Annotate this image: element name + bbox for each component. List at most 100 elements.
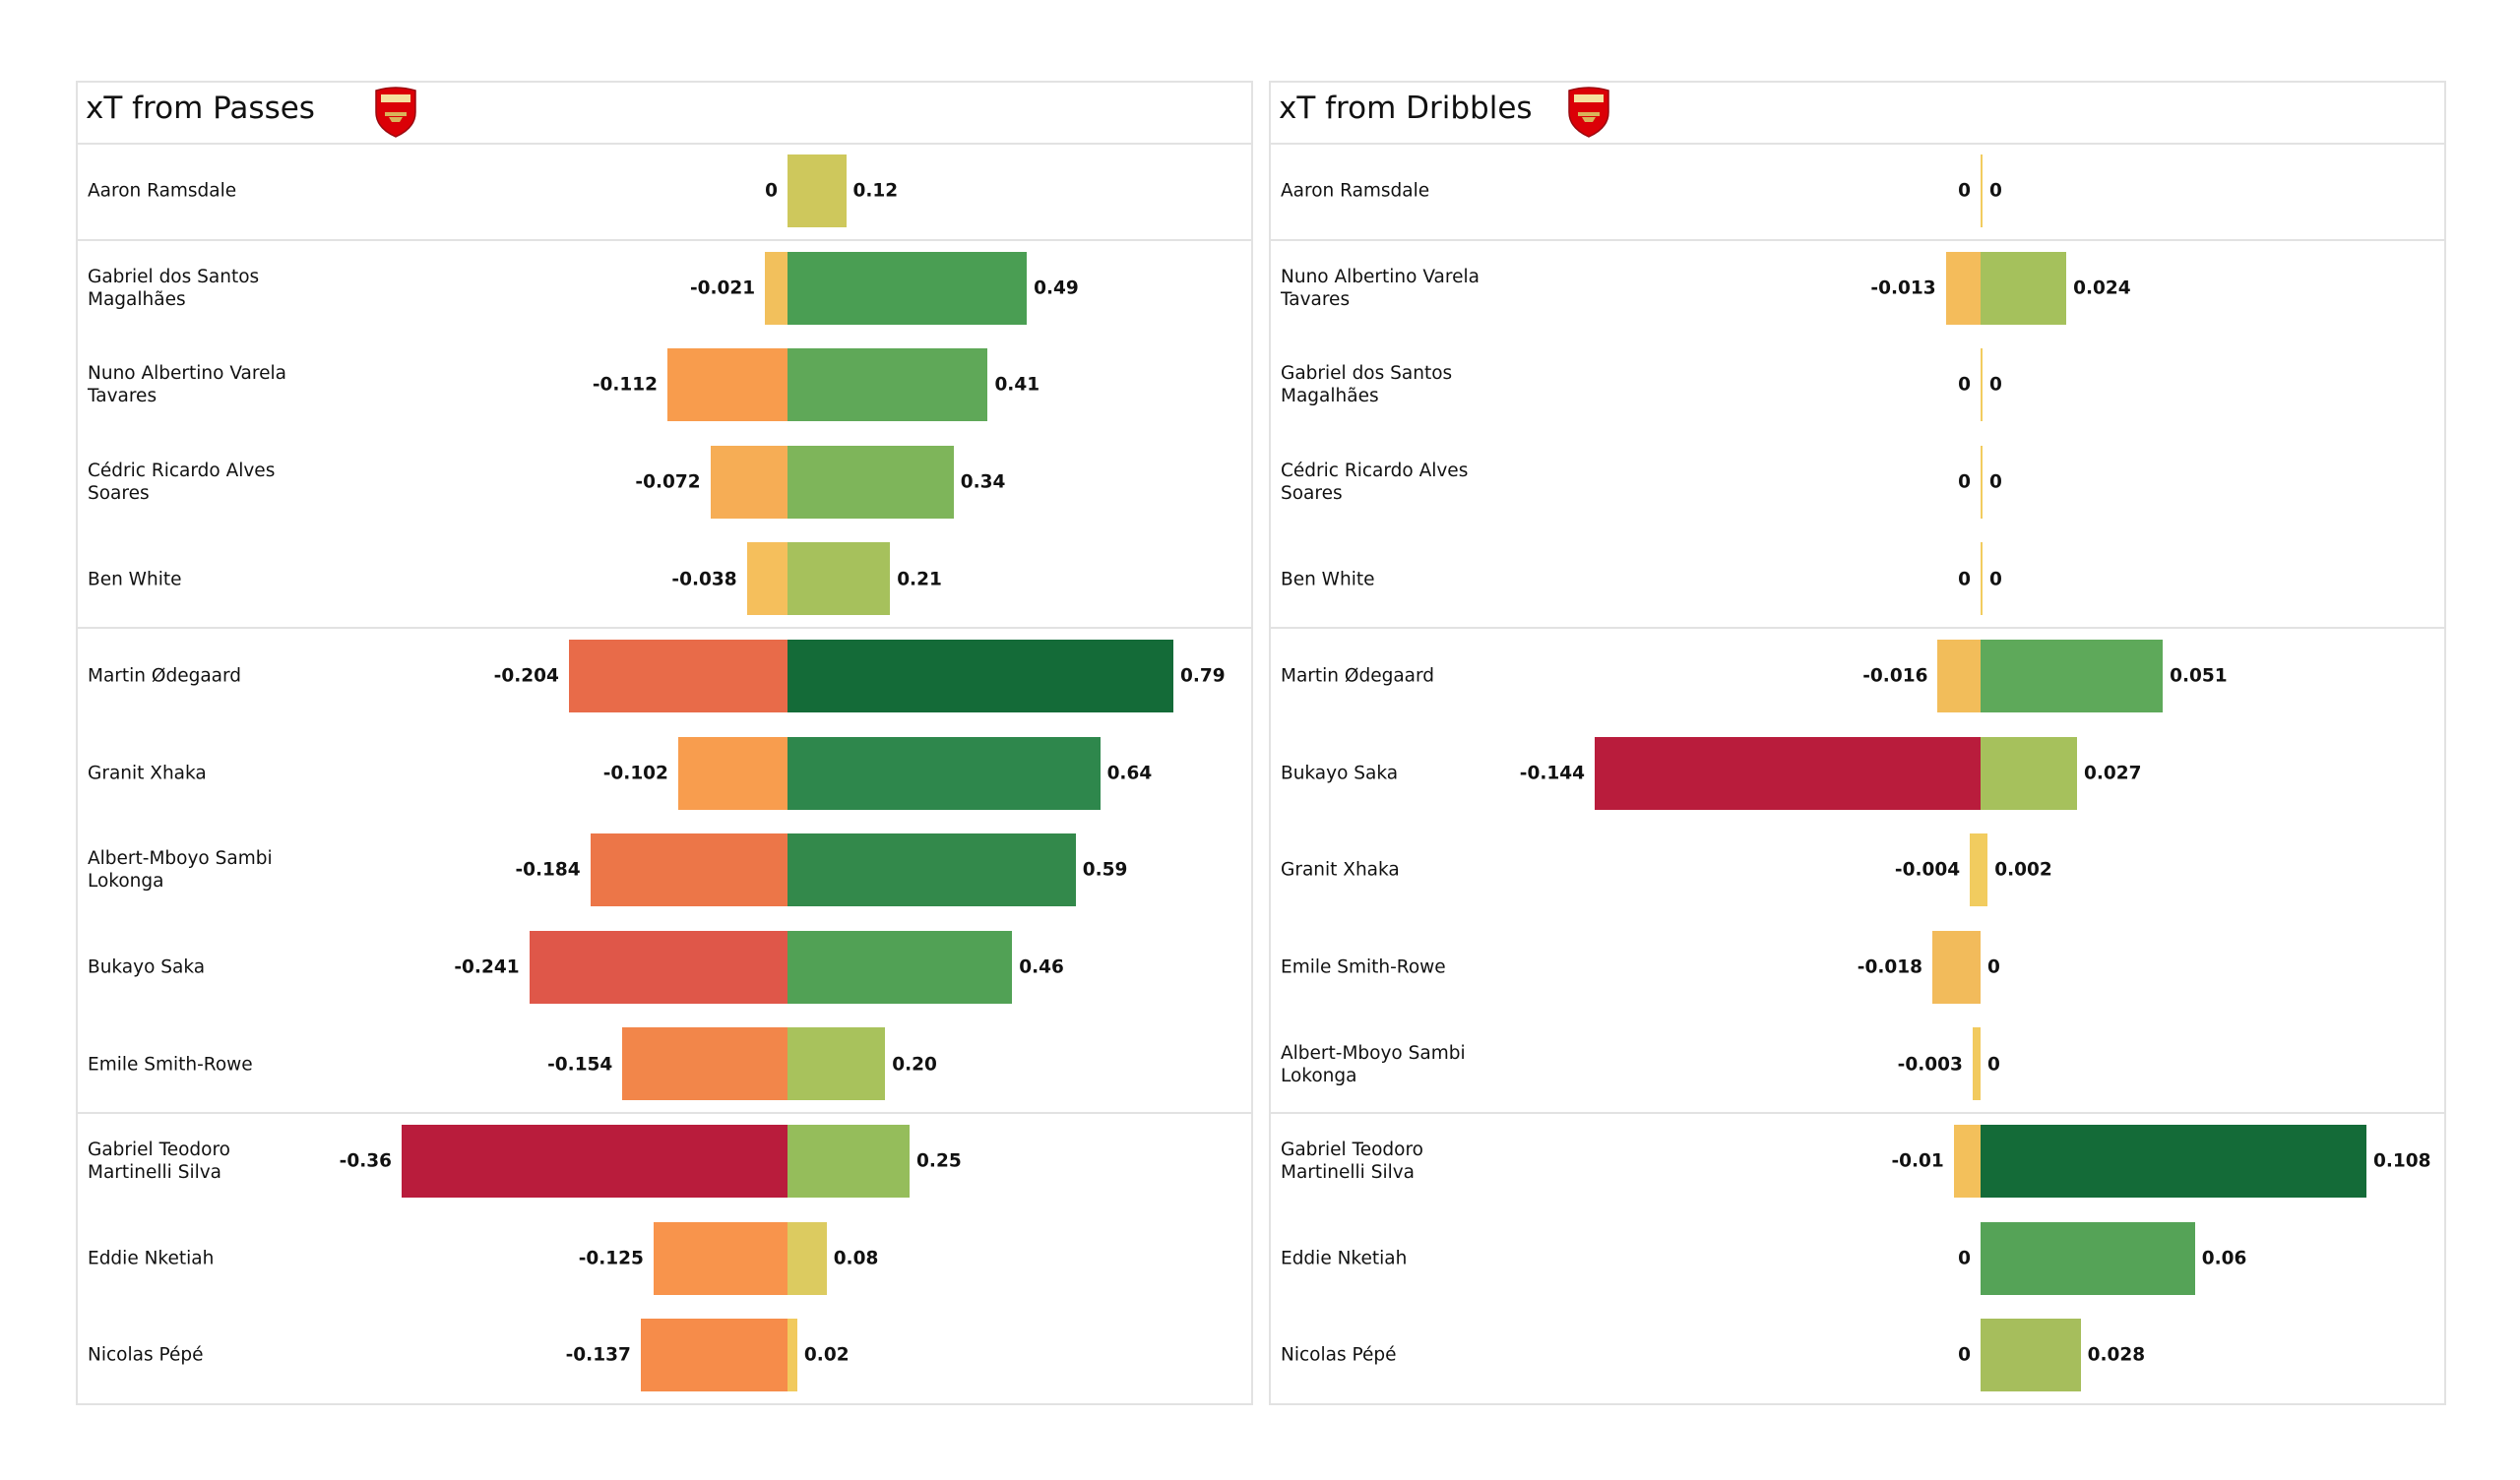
negative-value-label: -0.016 bbox=[1862, 665, 1928, 687]
positive-value-label: 0.024 bbox=[2073, 278, 2131, 299]
positive-bar bbox=[788, 348, 988, 422]
player-row: Cédric Ricardo Alves Soares 0 0 bbox=[1271, 434, 2444, 531]
negative-bar bbox=[653, 1221, 788, 1295]
group-separator bbox=[1271, 627, 2444, 629]
player-name: Nicolas Pépé bbox=[1281, 1344, 1397, 1366]
negative-bar bbox=[590, 833, 788, 907]
player-name: Ben White bbox=[1281, 569, 1375, 590]
positive-value-label: 0 bbox=[1989, 471, 2002, 493]
player-name: Aaron Ramsdale bbox=[1281, 180, 1430, 202]
player-row: Cédric Ricardo Alves Soares -0.072 0.34 bbox=[78, 434, 1251, 531]
negative-value-label: -0.112 bbox=[592, 374, 659, 396]
player-name: Bukayo Saka bbox=[1281, 763, 1399, 784]
positive-value-label: 0.49 bbox=[1034, 278, 1079, 299]
negative-value-label: -0.137 bbox=[565, 1344, 631, 1366]
positive-value-label: 0.028 bbox=[2087, 1344, 2146, 1366]
negative-value-label: -0.184 bbox=[515, 859, 581, 881]
player-row: Nicolas Pépé -0.137 0.02 bbox=[78, 1307, 1251, 1404]
positive-bar bbox=[788, 1221, 827, 1295]
arsenal-crest-icon bbox=[375, 87, 416, 138]
player-name: Gabriel Teodoro Martinelli Silva bbox=[88, 1140, 231, 1184]
player-row: Gabriel Teodoro Martinelli Silva -0.36 0.2… bbox=[78, 1113, 1251, 1210]
negative-bar bbox=[622, 1027, 788, 1101]
player-row: Ben White 0 0 bbox=[1271, 530, 2444, 628]
positive-bar bbox=[788, 445, 954, 519]
player-row: Albert-Mboyo Sambi Lokonga -0.184 0.59 bbox=[78, 822, 1251, 919]
negative-bar bbox=[568, 640, 788, 712]
player-name: Nicolas Pépé bbox=[88, 1344, 204, 1366]
positive-value-label: 0 bbox=[1989, 374, 2002, 396]
negative-bar bbox=[1595, 736, 1981, 810]
negative-bar bbox=[765, 251, 788, 325]
negative-bar bbox=[1945, 251, 1981, 325]
player-name: Martin Ødegaard bbox=[1281, 665, 1435, 687]
positive-value-label: 0.06 bbox=[2201, 1248, 2247, 1269]
positive-value-label: 0.027 bbox=[2084, 763, 2142, 784]
negative-value-label: -0.003 bbox=[1897, 1054, 1963, 1076]
positive-bar bbox=[788, 930, 1013, 1004]
panel-header: xT from Dribbles bbox=[1271, 83, 2444, 145]
passes-panel: xT from Passes Aaron Ramsdale 0 0.12 Gabrie… bbox=[76, 81, 1253, 1405]
positive-bar bbox=[1981, 154, 1983, 227]
positive-bar bbox=[788, 1319, 797, 1392]
positive-value-label: 0.21 bbox=[897, 569, 942, 590]
player-name: Gabriel dos Santos Magalhães bbox=[88, 266, 260, 310]
positive-bar bbox=[788, 251, 1028, 325]
positive-value-label: 0.051 bbox=[2170, 665, 2228, 687]
positive-bar bbox=[1981, 348, 1983, 422]
player-name: Aaron Ramsdale bbox=[88, 180, 237, 202]
positive-bar bbox=[1981, 1319, 2081, 1392]
positive-bar bbox=[788, 640, 1173, 712]
player-row: Nicolas Pépé 0 0.028 bbox=[1271, 1307, 2444, 1404]
player-row: Ben White -0.038 0.21 bbox=[78, 530, 1251, 628]
dribbles-panel: xT from Dribbles Aaron Ramsdale 0 0 Nuno Al… bbox=[1269, 81, 2446, 1405]
positive-value-label: 0.25 bbox=[916, 1150, 962, 1172]
negative-value-label: 0 bbox=[1958, 180, 1971, 202]
positive-value-label: 0 bbox=[1989, 569, 2002, 590]
negative-bar bbox=[746, 542, 788, 616]
negative-value-label: -0.241 bbox=[454, 956, 520, 978]
positive-bar bbox=[788, 542, 891, 616]
group-separator bbox=[78, 627, 1251, 629]
player-row: Martin Ødegaard -0.016 0.051 bbox=[1271, 628, 2444, 725]
player-row: Eddie Nketiah 0 0.06 bbox=[1271, 1210, 2444, 1308]
positive-value-label: 0 bbox=[1987, 956, 2000, 978]
player-name: Eddie Nketiah bbox=[1281, 1248, 1408, 1269]
positive-value-label: 0.108 bbox=[2373, 1150, 2431, 1172]
negative-value-label: -0.038 bbox=[671, 569, 737, 590]
player-row: Gabriel dos Santos Magalhães -0.021 0.49 bbox=[78, 240, 1251, 338]
positive-value-label: 0.46 bbox=[1019, 956, 1064, 978]
player-name: Albert-Mboyo Sambi Lokonga bbox=[1281, 1042, 1466, 1086]
positive-bar bbox=[1981, 1125, 2366, 1198]
positive-value-label: 0.12 bbox=[852, 180, 899, 202]
player-name: Emile Smith-Rowe bbox=[1281, 956, 1446, 978]
negative-value-label: 0 bbox=[1958, 471, 1971, 493]
negative-bar bbox=[1937, 640, 1981, 712]
player-name: Ben White bbox=[88, 569, 182, 590]
player-name: Albert-Mboyo Sambi Lokonga bbox=[88, 848, 273, 893]
player-name: Granit Xhaka bbox=[1281, 859, 1400, 881]
player-name: Gabriel Teodoro Martinelli Silva bbox=[1281, 1140, 1424, 1184]
negative-bar bbox=[402, 1125, 788, 1198]
positive-bar bbox=[1981, 251, 2067, 325]
negative-value-label: 0 bbox=[1958, 569, 1971, 590]
player-name: Nuno Albertino Varela Tavares bbox=[88, 363, 286, 407]
player-row: Martin Ødegaard -0.204 0.79 bbox=[78, 628, 1251, 725]
group-separator bbox=[78, 1112, 1251, 1114]
player-name: Gabriel dos Santos Magalhães bbox=[1281, 363, 1453, 407]
positive-value-label: 0.79 bbox=[1180, 665, 1226, 687]
positive-bar bbox=[788, 833, 1076, 907]
positive-value-label: 0.02 bbox=[803, 1344, 850, 1366]
player-row: Emile Smith-Rowe -0.018 0 bbox=[1271, 919, 2444, 1017]
positive-value-label: 0.20 bbox=[892, 1054, 937, 1076]
player-name: Eddie Nketiah bbox=[88, 1248, 215, 1269]
player-row: Bukayo Saka -0.144 0.027 bbox=[1271, 725, 2444, 823]
positive-value-label: 0.002 bbox=[1994, 859, 2052, 881]
group-separator bbox=[1271, 238, 2444, 241]
positive-value-label: 0 bbox=[1987, 1054, 2000, 1076]
negative-bar bbox=[1972, 1027, 1981, 1101]
negative-value-label: -0.01 bbox=[1891, 1150, 1944, 1172]
negative-value-label: -0.013 bbox=[1870, 278, 1936, 299]
player-row: Gabriel dos Santos Magalhães 0 0 bbox=[1271, 337, 2444, 434]
positive-value-label: 0.64 bbox=[1106, 763, 1153, 784]
